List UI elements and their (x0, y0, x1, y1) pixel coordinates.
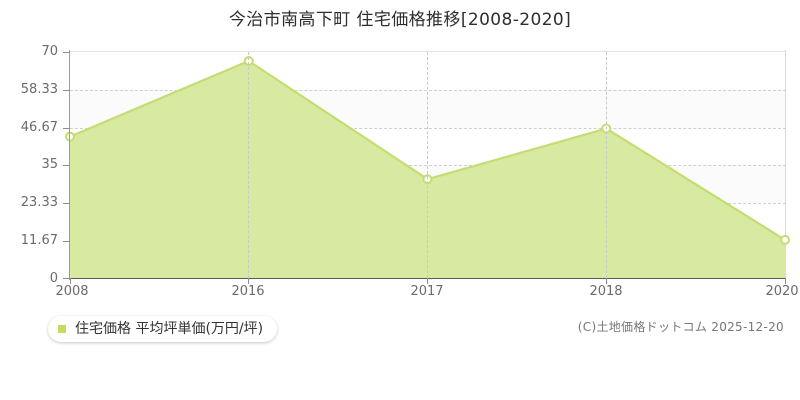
y-axis-tick (63, 241, 70, 242)
gridline-horizontal (70, 128, 786, 129)
gridline-vertical (248, 52, 249, 278)
x-axis-label: 2008 (55, 284, 89, 299)
data-point-marker (780, 234, 790, 245)
chart-title: 今治市南高下町 住宅価格推移[2008-2020] (228, 10, 572, 30)
y-axis-label: 70 (41, 44, 58, 59)
y-axis-tick (63, 278, 70, 279)
gridline-horizontal (70, 90, 786, 91)
plot-right-border (785, 50, 786, 279)
gridline-vertical (606, 52, 607, 278)
copyright-text: (C)土地価格ドットコム 2025-12-20 (577, 320, 784, 334)
x-axis-label: 2017 (410, 284, 444, 299)
gridline-horizontal (70, 165, 786, 166)
y-axis-label: 46.67 (20, 120, 58, 135)
y-axis-tick (63, 90, 70, 91)
y-axis-label: 23.33 (20, 195, 58, 210)
x-axis-label: 2018 (589, 284, 623, 299)
chart-legend[interactable]: 住宅価格 平均坪単価(万円/坪) (48, 316, 278, 342)
y-axis-tick (63, 52, 70, 53)
gridline-vertical (427, 52, 428, 278)
y-axis-tick (63, 165, 70, 166)
x-axis-tick (70, 278, 71, 284)
y-axis-tick (63, 203, 70, 204)
y-axis-tick (63, 128, 70, 129)
plot-top-border (70, 51, 786, 52)
x-axis-label: 2016 (231, 284, 265, 299)
x-axis-label: 2020 (765, 284, 799, 299)
y-axis-label: 11.67 (20, 233, 58, 248)
x-axis-tick (427, 278, 428, 284)
legend-label: 住宅価格 平均坪単価(万円/坪) (75, 321, 264, 337)
x-axis-tick (606, 278, 607, 284)
x-axis-tick (248, 278, 249, 284)
data-point-marker (65, 131, 75, 142)
y-axis-label: 58.33 (20, 82, 58, 97)
legend-swatch-icon (58, 325, 66, 333)
y-axis-label: 35 (41, 157, 58, 172)
y-axis-label: 0 (49, 271, 58, 286)
x-axis-tick (785, 278, 786, 284)
